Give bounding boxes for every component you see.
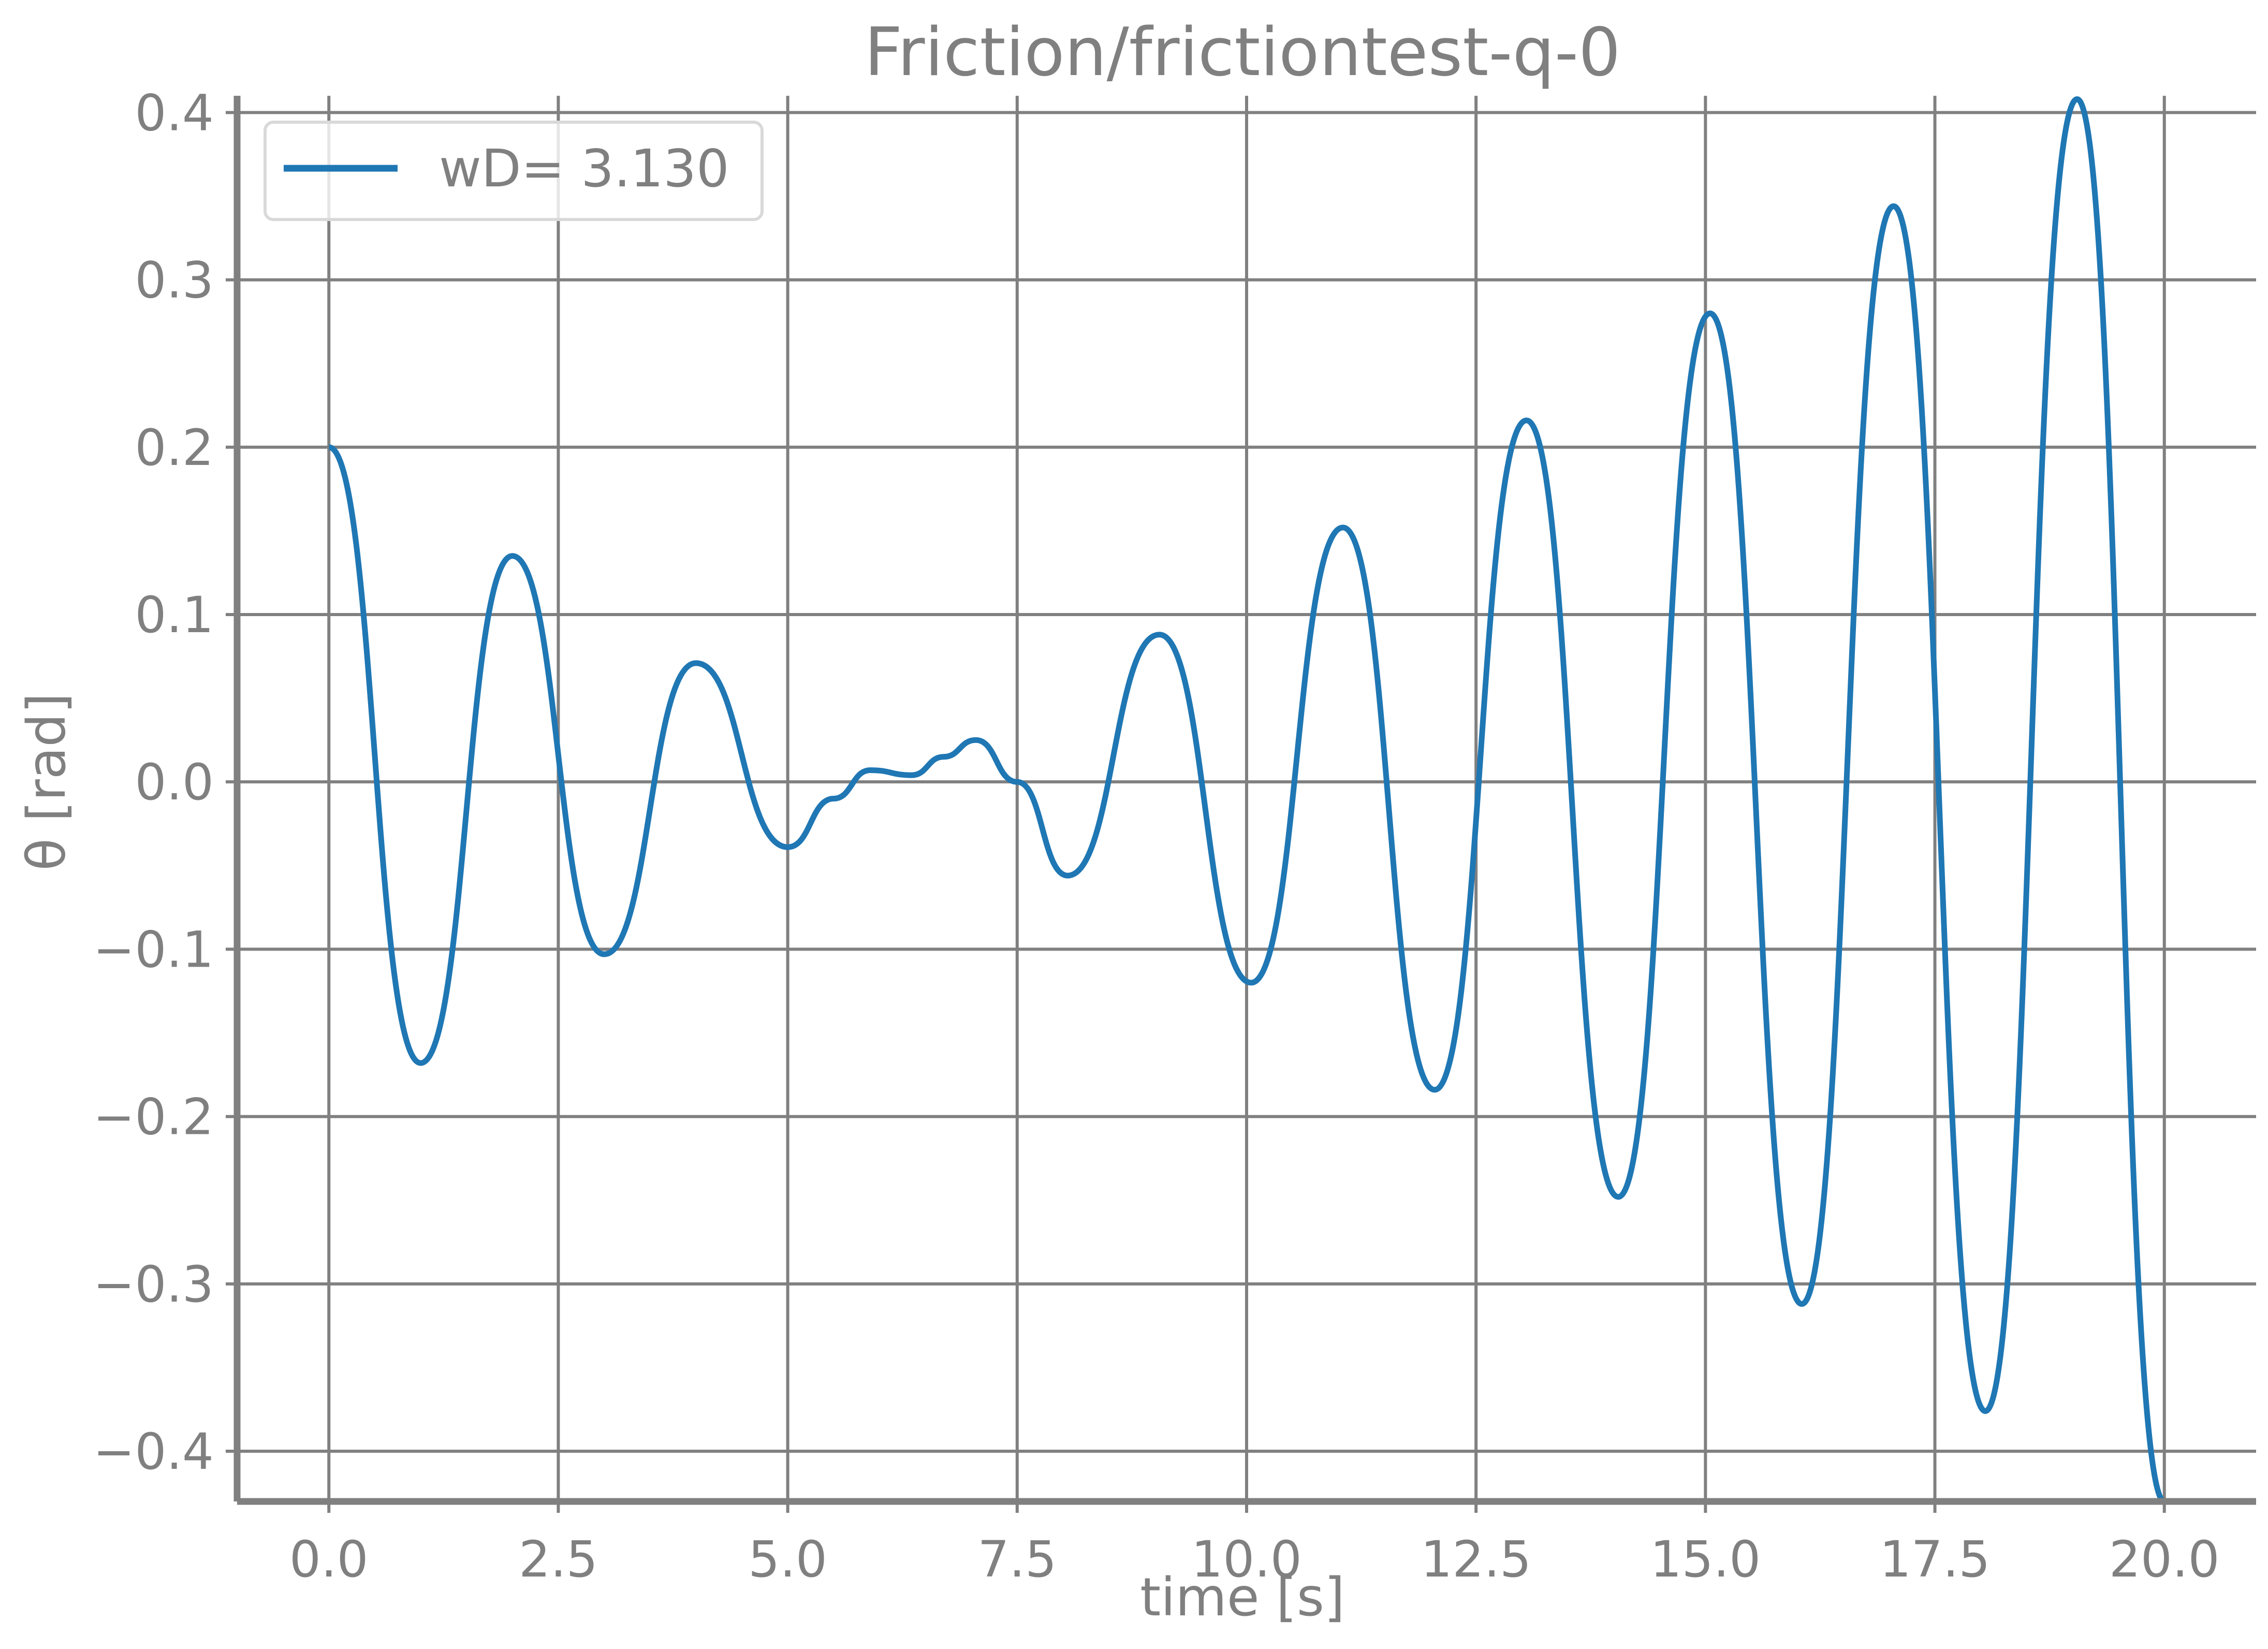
legend-frame [264,121,764,221]
chart-title: Friction/frictiontest-q-0 [865,14,1621,91]
y-tick-label: −0.2 [93,1088,214,1146]
x-tick-labels: 0.0 2.5 5.0 7.5 10.0 12.5 15.0 17.5 20.0 [289,1530,2220,1588]
x-tick-label: 0.0 [289,1530,369,1588]
y-tick-labels: −0.4 −0.3 −0.2 −0.1 0.0 0.1 0.2 0.3 0.4 [93,84,214,1481]
x-tick-label: 20.0 [2109,1530,2220,1588]
x-tick-label: 5.0 [748,1530,827,1588]
y-tick-label: 0.2 [135,419,214,477]
y-tick-label: 0.4 [135,84,214,142]
y-axis-label: θ [rad] [16,693,78,871]
y-tick-label: 0.3 [135,252,214,310]
grid [237,96,2256,1501]
x-tick-label: 7.5 [977,1530,1057,1588]
x-tick-label: 12.5 [1421,1530,1531,1588]
x-tick-label: 17.5 [1880,1530,1991,1588]
x-axis-label: time [s] [1140,1567,1345,1628]
y-tick-label: −0.1 [93,921,214,979]
y-tick-label: 0.1 [135,586,214,644]
series [328,96,2166,1505]
legend: wD= 3.130 [264,121,764,221]
series-line [328,96,2166,1505]
y-tick-label: −0.4 [93,1423,214,1481]
legend-entry: wD= 3.130 [439,138,729,199]
x-tick-label: 10.0 [1191,1530,1302,1588]
x-tick-label: 2.5 [519,1530,598,1588]
ticks [226,111,2166,1513]
x-tick-label: 15.0 [1650,1530,1761,1588]
y-tick-label: 0.0 [135,753,214,811]
y-tick-label: −0.3 [93,1256,214,1314]
